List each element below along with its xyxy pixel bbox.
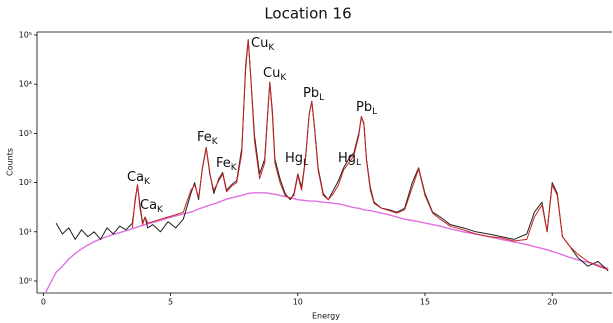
peak-label: CuK xyxy=(263,66,287,83)
x-tick-label: 0 xyxy=(41,298,46,307)
peak-element: Hg xyxy=(285,151,303,166)
y-tick-label: 10² xyxy=(19,178,32,187)
peak-label: HgL xyxy=(338,151,361,168)
peak-element: Ca xyxy=(140,198,157,213)
peak-label: PbL xyxy=(356,100,377,117)
peak-label: HgL xyxy=(285,151,308,168)
peak-line: L xyxy=(356,158,361,168)
chart-title: Location 16 xyxy=(264,5,351,23)
peak-element: Pb xyxy=(356,100,372,115)
y-tick-label: 10³ xyxy=(19,129,32,138)
peak-label: PbL xyxy=(303,86,324,103)
series-line xyxy=(45,192,609,293)
peak-label: CaK xyxy=(140,198,164,215)
peak-element: Cu xyxy=(263,66,280,81)
peak-element: Hg xyxy=(338,151,356,166)
peak-line: K xyxy=(280,73,287,83)
peak-line: L xyxy=(319,93,324,103)
series-line xyxy=(131,39,609,271)
x-axis-label: Energy xyxy=(312,312,340,321)
peak-label: CaK xyxy=(127,170,151,187)
peak-element: Pb xyxy=(303,86,319,101)
peak-label: FeK xyxy=(197,130,219,147)
peak-line: K xyxy=(268,43,275,53)
y-axis-label: Counts xyxy=(6,148,15,176)
series-line xyxy=(55,39,609,272)
peak-element: Ca xyxy=(127,170,144,185)
peak-line: L xyxy=(303,158,308,168)
peak-element: Cu xyxy=(251,36,268,51)
peak-element: Fe xyxy=(216,156,231,171)
peak-line: K xyxy=(157,205,164,215)
peak-line: K xyxy=(231,163,238,173)
x-tick-label: 15 xyxy=(420,298,430,307)
y-tick-label: 10⁵ xyxy=(19,30,32,39)
peak-label: FeK xyxy=(216,156,238,173)
peak-element: Fe xyxy=(197,130,212,145)
y-tick-label: 10⁴ xyxy=(19,80,32,89)
peak-line: K xyxy=(144,177,151,187)
y-tick-label: 10¹ xyxy=(19,227,32,236)
x-tick-label: 10 xyxy=(293,298,303,307)
peak-line: K xyxy=(212,137,219,147)
peak-line: L xyxy=(372,107,377,117)
x-tick-label: 20 xyxy=(547,298,557,307)
x-tick-label: 5 xyxy=(168,298,173,307)
peak-label: CuK xyxy=(251,36,275,53)
y-tick-label: 10⁰ xyxy=(19,276,32,285)
